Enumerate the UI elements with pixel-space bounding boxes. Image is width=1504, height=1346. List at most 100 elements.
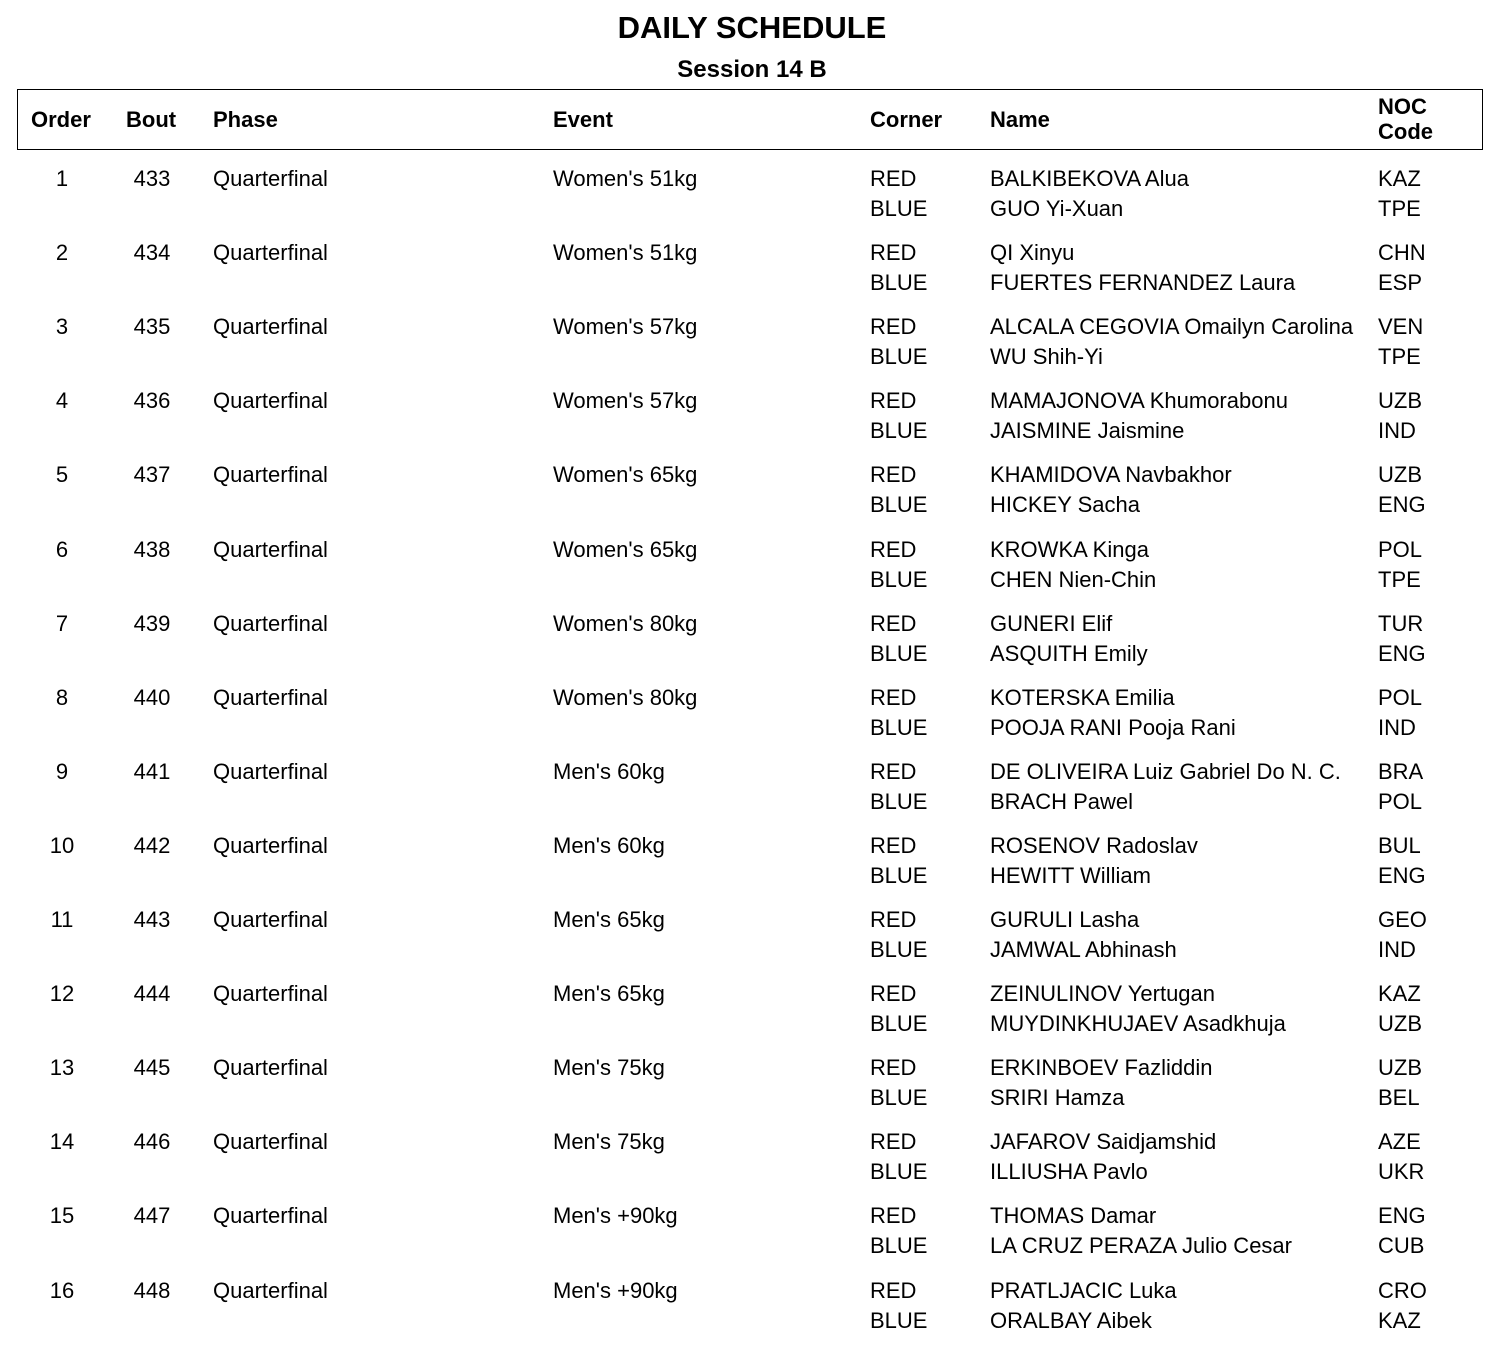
table-row: 7 439 Quarterfinal Women's 80kg RED GUNERI El… xyxy=(0,611,1504,671)
red-noc-cell: CHN xyxy=(1378,240,1426,266)
phase-cell: Quarterfinal xyxy=(213,832,328,858)
event-cell: Women's 57kg xyxy=(553,388,698,414)
bout-cell: 442 xyxy=(133,832,171,858)
event-cell: Women's 51kg xyxy=(553,166,698,191)
red-name-cell: KROWKA Kinga xyxy=(990,536,1149,562)
blue-noc-cell: TPE xyxy=(1378,566,1421,592)
phase-cell: Quarterfinal xyxy=(213,1055,328,1081)
red-corner-cell: RED xyxy=(870,1277,917,1303)
order-cell: 12 xyxy=(49,981,75,1007)
table-row: 14 446 Quarterfinal Men's 75kg RED JAFAROV Sa… xyxy=(0,1129,1504,1189)
phase-cell: Quarterfinal xyxy=(213,240,328,266)
blue-name-cell: ORALBAY Aibek xyxy=(990,1307,1152,1333)
header-noc-code: NOC Code xyxy=(1378,94,1433,144)
event-cell: Men's 65kg xyxy=(553,907,665,932)
blue-name-cell: BRACH Pawel xyxy=(990,788,1134,814)
header-event: Event xyxy=(553,107,613,132)
red-corner-cell: RED xyxy=(870,240,917,266)
red-name-cell: THOMAS Damar xyxy=(990,1203,1157,1229)
blue-noc-cell: ESP xyxy=(1378,270,1423,296)
red-noc-cell: BUL xyxy=(1378,832,1421,858)
order-cell: 9 xyxy=(55,758,69,784)
table-row: 4 436 Quarterfinal Women's 57kg RED MAMAJONOV… xyxy=(0,388,1504,448)
table-row: 3 435 Quarterfinal Women's 57kg RED ALCALA CE… xyxy=(0,314,1504,374)
red-corner-cell: RED xyxy=(870,981,917,1007)
blue-corner-cell: BLUE xyxy=(870,1011,928,1037)
phase-cell: Quarterfinal xyxy=(213,981,328,1007)
blue-noc-cell: UKR xyxy=(1378,1159,1425,1185)
table-row: 16 448 Quarterfinal Men's +90kg RED PRATLJACI… xyxy=(0,1278,1504,1338)
bout-cell: 438 xyxy=(133,536,171,562)
order-cell: 3 xyxy=(55,314,69,340)
bout-cell: 436 xyxy=(133,388,171,414)
red-corner-cell: RED xyxy=(870,314,917,340)
blue-corner-cell: BLUE xyxy=(870,1233,928,1259)
red-name-cell: ROSENOV Radoslav xyxy=(990,832,1198,858)
red-noc-cell: KAZ xyxy=(1378,166,1421,191)
bout-cell: 444 xyxy=(133,981,171,1007)
red-corner-cell: RED xyxy=(870,907,917,932)
event-cell: Men's +90kg xyxy=(553,1203,678,1229)
bout-cell: 439 xyxy=(133,610,171,636)
header-bout: Bout xyxy=(126,107,177,132)
table-row: 12 444 Quarterfinal Men's 65kg RED ZEINULINOV… xyxy=(0,981,1504,1041)
blue-noc-cell: KAZ xyxy=(1378,1307,1421,1333)
bout-cell: 437 xyxy=(133,462,171,488)
header-noc-line2: Code xyxy=(1378,119,1433,144)
table-row: 15 447 Quarterfinal Men's +90kg RED THOMAS Da… xyxy=(0,1203,1504,1263)
blue-noc-cell: IND xyxy=(1378,418,1416,444)
event-cell: Men's 75kg xyxy=(553,1129,665,1155)
bout-cell: 433 xyxy=(133,166,171,191)
page-title: DAILY SCHEDULE xyxy=(617,10,887,45)
blue-noc-cell: CUB xyxy=(1378,1233,1425,1259)
table-row: 1 433 Quarterfinal Women's 51kg RED BALKIBEKO… xyxy=(0,166,1504,226)
table-row: 9 441 Quarterfinal Men's 60kg RED DE OLIVEIRA… xyxy=(0,759,1504,819)
bout-cell: 440 xyxy=(133,684,171,710)
order-cell: 5 xyxy=(55,462,69,488)
table-row: 11 443 Quarterfinal Men's 65kg RED GURULI Las… xyxy=(0,907,1504,967)
table-row: 13 445 Quarterfinal Men's 75kg RED ERKINBOEV … xyxy=(0,1055,1504,1115)
blue-corner-cell: BLUE xyxy=(870,492,928,518)
order-cell: 6 xyxy=(55,536,69,562)
red-corner-cell: RED xyxy=(870,1129,917,1155)
blue-noc-cell: ENG xyxy=(1378,862,1426,888)
blue-noc-cell: IND xyxy=(1378,714,1416,740)
event-cell: Women's 65kg xyxy=(553,462,698,488)
event-cell: Women's 80kg xyxy=(553,684,698,710)
blue-name-cell: MUYDINKHUJAEV Asadkhuja xyxy=(990,1011,1286,1037)
red-noc-cell: VEN xyxy=(1378,314,1424,340)
event-cell: Women's 51kg xyxy=(553,240,698,266)
blue-corner-cell: BLUE xyxy=(870,270,928,296)
blue-name-cell: CHEN Nien-Chin xyxy=(990,566,1157,592)
red-noc-cell: AZE xyxy=(1378,1129,1421,1155)
bout-cell: 443 xyxy=(133,907,171,932)
event-cell: Women's 80kg xyxy=(553,610,698,636)
red-corner-cell: RED xyxy=(870,166,917,191)
red-corner-cell: RED xyxy=(870,388,917,414)
blue-name-cell: ASQUITH Emily xyxy=(990,640,1148,666)
phase-cell: Quarterfinal xyxy=(213,1129,328,1155)
red-corner-cell: RED xyxy=(870,1055,917,1081)
blue-name-cell: LA CRUZ PERAZA Julio Cesar xyxy=(990,1233,1292,1259)
event-cell: Men's 75kg xyxy=(553,1055,665,1081)
order-cell: 8 xyxy=(55,684,69,710)
blue-noc-cell: POL xyxy=(1378,788,1423,814)
phase-cell: Quarterfinal xyxy=(213,907,328,932)
red-name-cell: JAFAROV Saidjamshid xyxy=(990,1129,1217,1155)
event-cell: Men's +90kg xyxy=(553,1277,678,1303)
blue-name-cell: WU Shih-Yi xyxy=(990,344,1103,370)
table-header: Order Bout Phase Event Corner Name NOC C… xyxy=(17,89,1483,150)
red-corner-cell: RED xyxy=(870,462,917,488)
red-name-cell: ZEINULINOV Yertugan xyxy=(990,981,1216,1007)
phase-cell: Quarterfinal xyxy=(213,684,328,710)
phase-cell: Quarterfinal xyxy=(213,1203,328,1229)
phase-cell: Quarterfinal xyxy=(213,462,328,488)
blue-corner-cell: BLUE xyxy=(870,862,928,888)
bout-cell: 448 xyxy=(133,1277,171,1303)
red-corner-cell: RED xyxy=(870,536,917,562)
blue-corner-cell: BLUE xyxy=(870,714,928,740)
blue-corner-cell: BLUE xyxy=(870,937,928,962)
bout-cell: 441 xyxy=(133,758,171,784)
red-noc-cell: ENG xyxy=(1378,1203,1426,1229)
event-cell: Men's 65kg xyxy=(553,981,665,1007)
